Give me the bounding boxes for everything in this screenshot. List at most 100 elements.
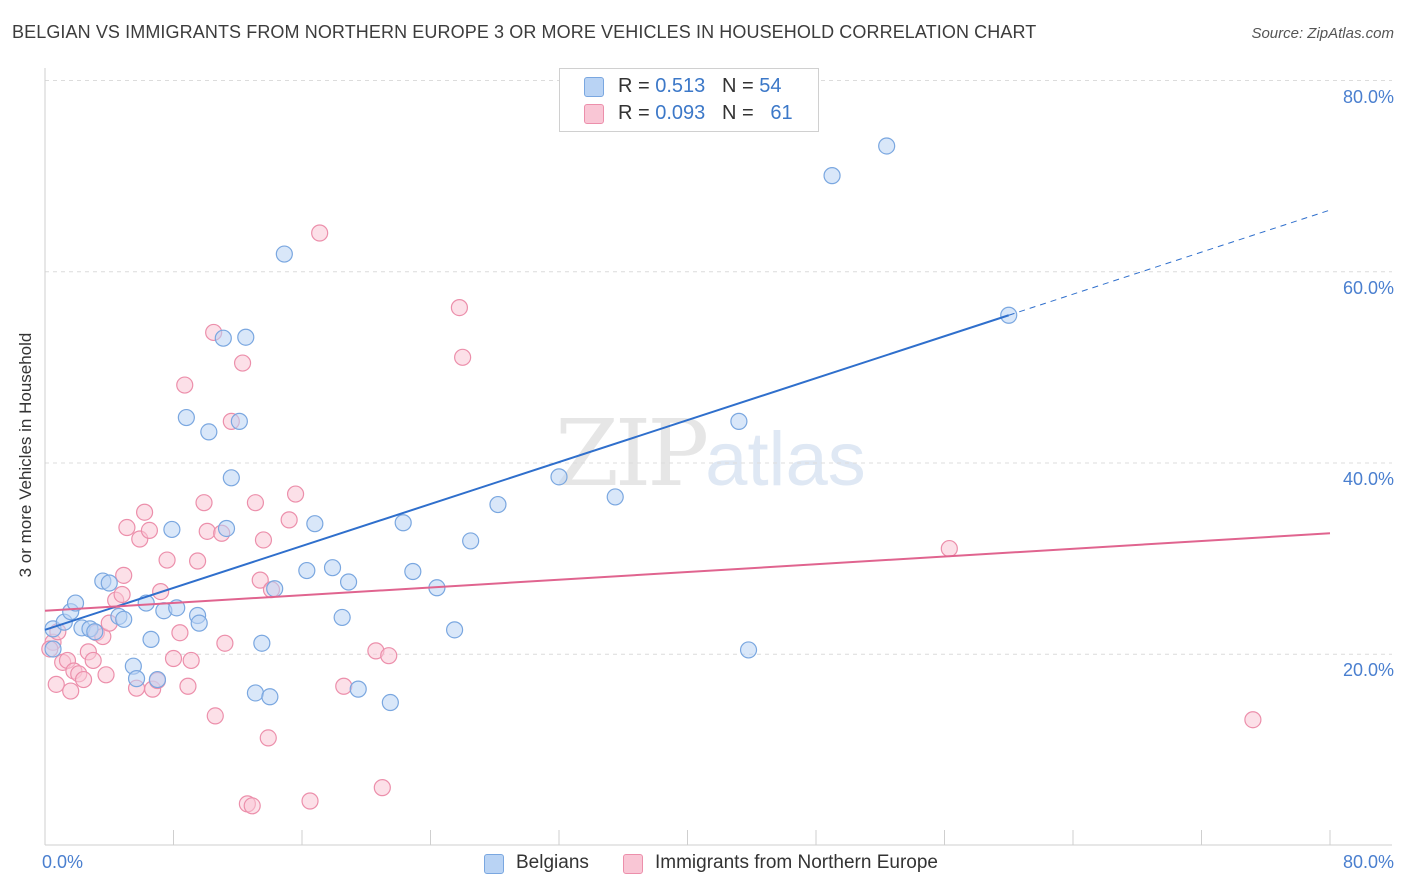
legend-label: Belgians (516, 852, 589, 873)
immigrants-point (335, 677, 353, 695)
immigrants-point (301, 792, 319, 810)
belgians-point (163, 520, 181, 539)
source-label: Source: ZipAtlas.com (1251, 25, 1394, 42)
belgians-point (306, 515, 324, 533)
immigrants-point (62, 682, 80, 700)
x-tick-label: 0.0% (42, 852, 84, 872)
immigrants-point (1244, 711, 1262, 729)
watermark: ZIPatlas (555, 400, 866, 507)
belgians-point (200, 423, 218, 441)
immigrants-point (188, 552, 207, 570)
belgians-point (44, 640, 62, 658)
watermark-atlas: atlas (705, 417, 866, 502)
belgians-point (230, 412, 248, 430)
x-tick-label: 80.0% (1342, 852, 1394, 872)
immigrants-point (216, 634, 234, 652)
belgians-point (246, 684, 265, 702)
belgians-point (878, 137, 896, 155)
immigrants-point (135, 503, 154, 521)
immigrants-point (251, 571, 269, 589)
immigrants-point (164, 649, 183, 668)
immigrants-point (940, 539, 958, 558)
belgians-trend-extension (1008, 209, 1331, 316)
legend-label: Immigrants from Northern Europe (655, 852, 938, 873)
belgians-point (606, 488, 624, 506)
y-axis-label: 3 or more Vehicles in Household (16, 332, 35, 578)
immigrants-point (450, 298, 469, 317)
belgians-point (66, 594, 85, 612)
n-value: 61 (770, 102, 793, 124)
belgians-point (115, 610, 133, 628)
belgians-point (86, 623, 104, 641)
belgians-point (349, 680, 367, 698)
belgians-trend-line (44, 314, 1010, 631)
belgians-point (127, 670, 146, 688)
belgians-point (237, 328, 255, 346)
immigrants-point (140, 521, 159, 539)
belgians-point (190, 614, 208, 632)
immigrants-point (206, 707, 224, 725)
immigrants-point (74, 670, 93, 689)
y-tick-label: 20.0% (1342, 660, 1394, 680)
belgians-point (253, 634, 271, 652)
r-value: 0.513 (655, 75, 706, 97)
legend-swatch (584, 104, 604, 124)
correlation-legend: R = 0.513 N = 54 R = 0.093 N = 61 (559, 68, 819, 132)
y-tick-label: 40.0% (1342, 469, 1394, 489)
immigrants-point (115, 566, 133, 584)
legend-swatch (584, 77, 604, 97)
y-tick-label: 80.0% (1342, 87, 1394, 107)
immigrants-point (254, 531, 273, 549)
belgians-point (214, 329, 232, 347)
belgians-point (217, 519, 236, 538)
chart-title: BELGIAN VS IMMIGRANTS FROM NORTHERN EURO… (12, 22, 1037, 42)
belgians-point (333, 608, 351, 627)
belgians-point (177, 408, 195, 427)
immigrants-point (243, 797, 261, 815)
immigrants-point (171, 624, 189, 642)
belgians-point (222, 469, 240, 487)
immigrants-point (454, 348, 472, 366)
immigrants-point (84, 651, 102, 670)
immigrants-point (195, 494, 213, 512)
y-tick-label: 60.0% (1342, 278, 1394, 298)
belgians-point (404, 562, 422, 581)
n-value: 54 (759, 75, 782, 97)
immigrants-point (97, 666, 115, 684)
r-value: 0.093 (655, 102, 706, 124)
belgians-point (266, 580, 284, 598)
belgians-point (323, 559, 342, 577)
legend-swatch (623, 854, 643, 874)
immigrants-point (373, 779, 391, 797)
belgians-point (462, 532, 480, 550)
belgians-point (730, 412, 748, 430)
belgians-point (550, 468, 568, 486)
legend-text: R = 0.093 N = 61 (618, 102, 793, 124)
legend-text: R = 0.513 N = 54 (618, 75, 782, 97)
belgians-point (142, 630, 160, 649)
immigrants-point (176, 376, 194, 394)
immigrants-trend-line (44, 532, 1331, 612)
belgians-point (298, 561, 316, 580)
immigrants-point (380, 647, 398, 665)
immigrants-point (198, 522, 216, 540)
immigrants-point (233, 354, 252, 372)
belgians-point (489, 495, 507, 514)
belgians-point (394, 514, 412, 532)
watermark-zip: ZIP (555, 400, 709, 507)
immigrants-point (47, 675, 65, 693)
immigrants-point (286, 485, 305, 503)
immigrants-point (158, 551, 176, 569)
immigrants-point (259, 729, 277, 747)
immigrants-point (182, 651, 200, 670)
belgians-point (739, 641, 758, 659)
immigrants-point (280, 511, 298, 529)
belgians-point (381, 693, 399, 712)
belgians-point (261, 688, 279, 706)
belgians-point (148, 670, 167, 689)
belgians-point (100, 574, 118, 592)
immigrants-point (179, 677, 197, 695)
immigrants-point (118, 518, 136, 537)
belgians-point (445, 621, 464, 639)
